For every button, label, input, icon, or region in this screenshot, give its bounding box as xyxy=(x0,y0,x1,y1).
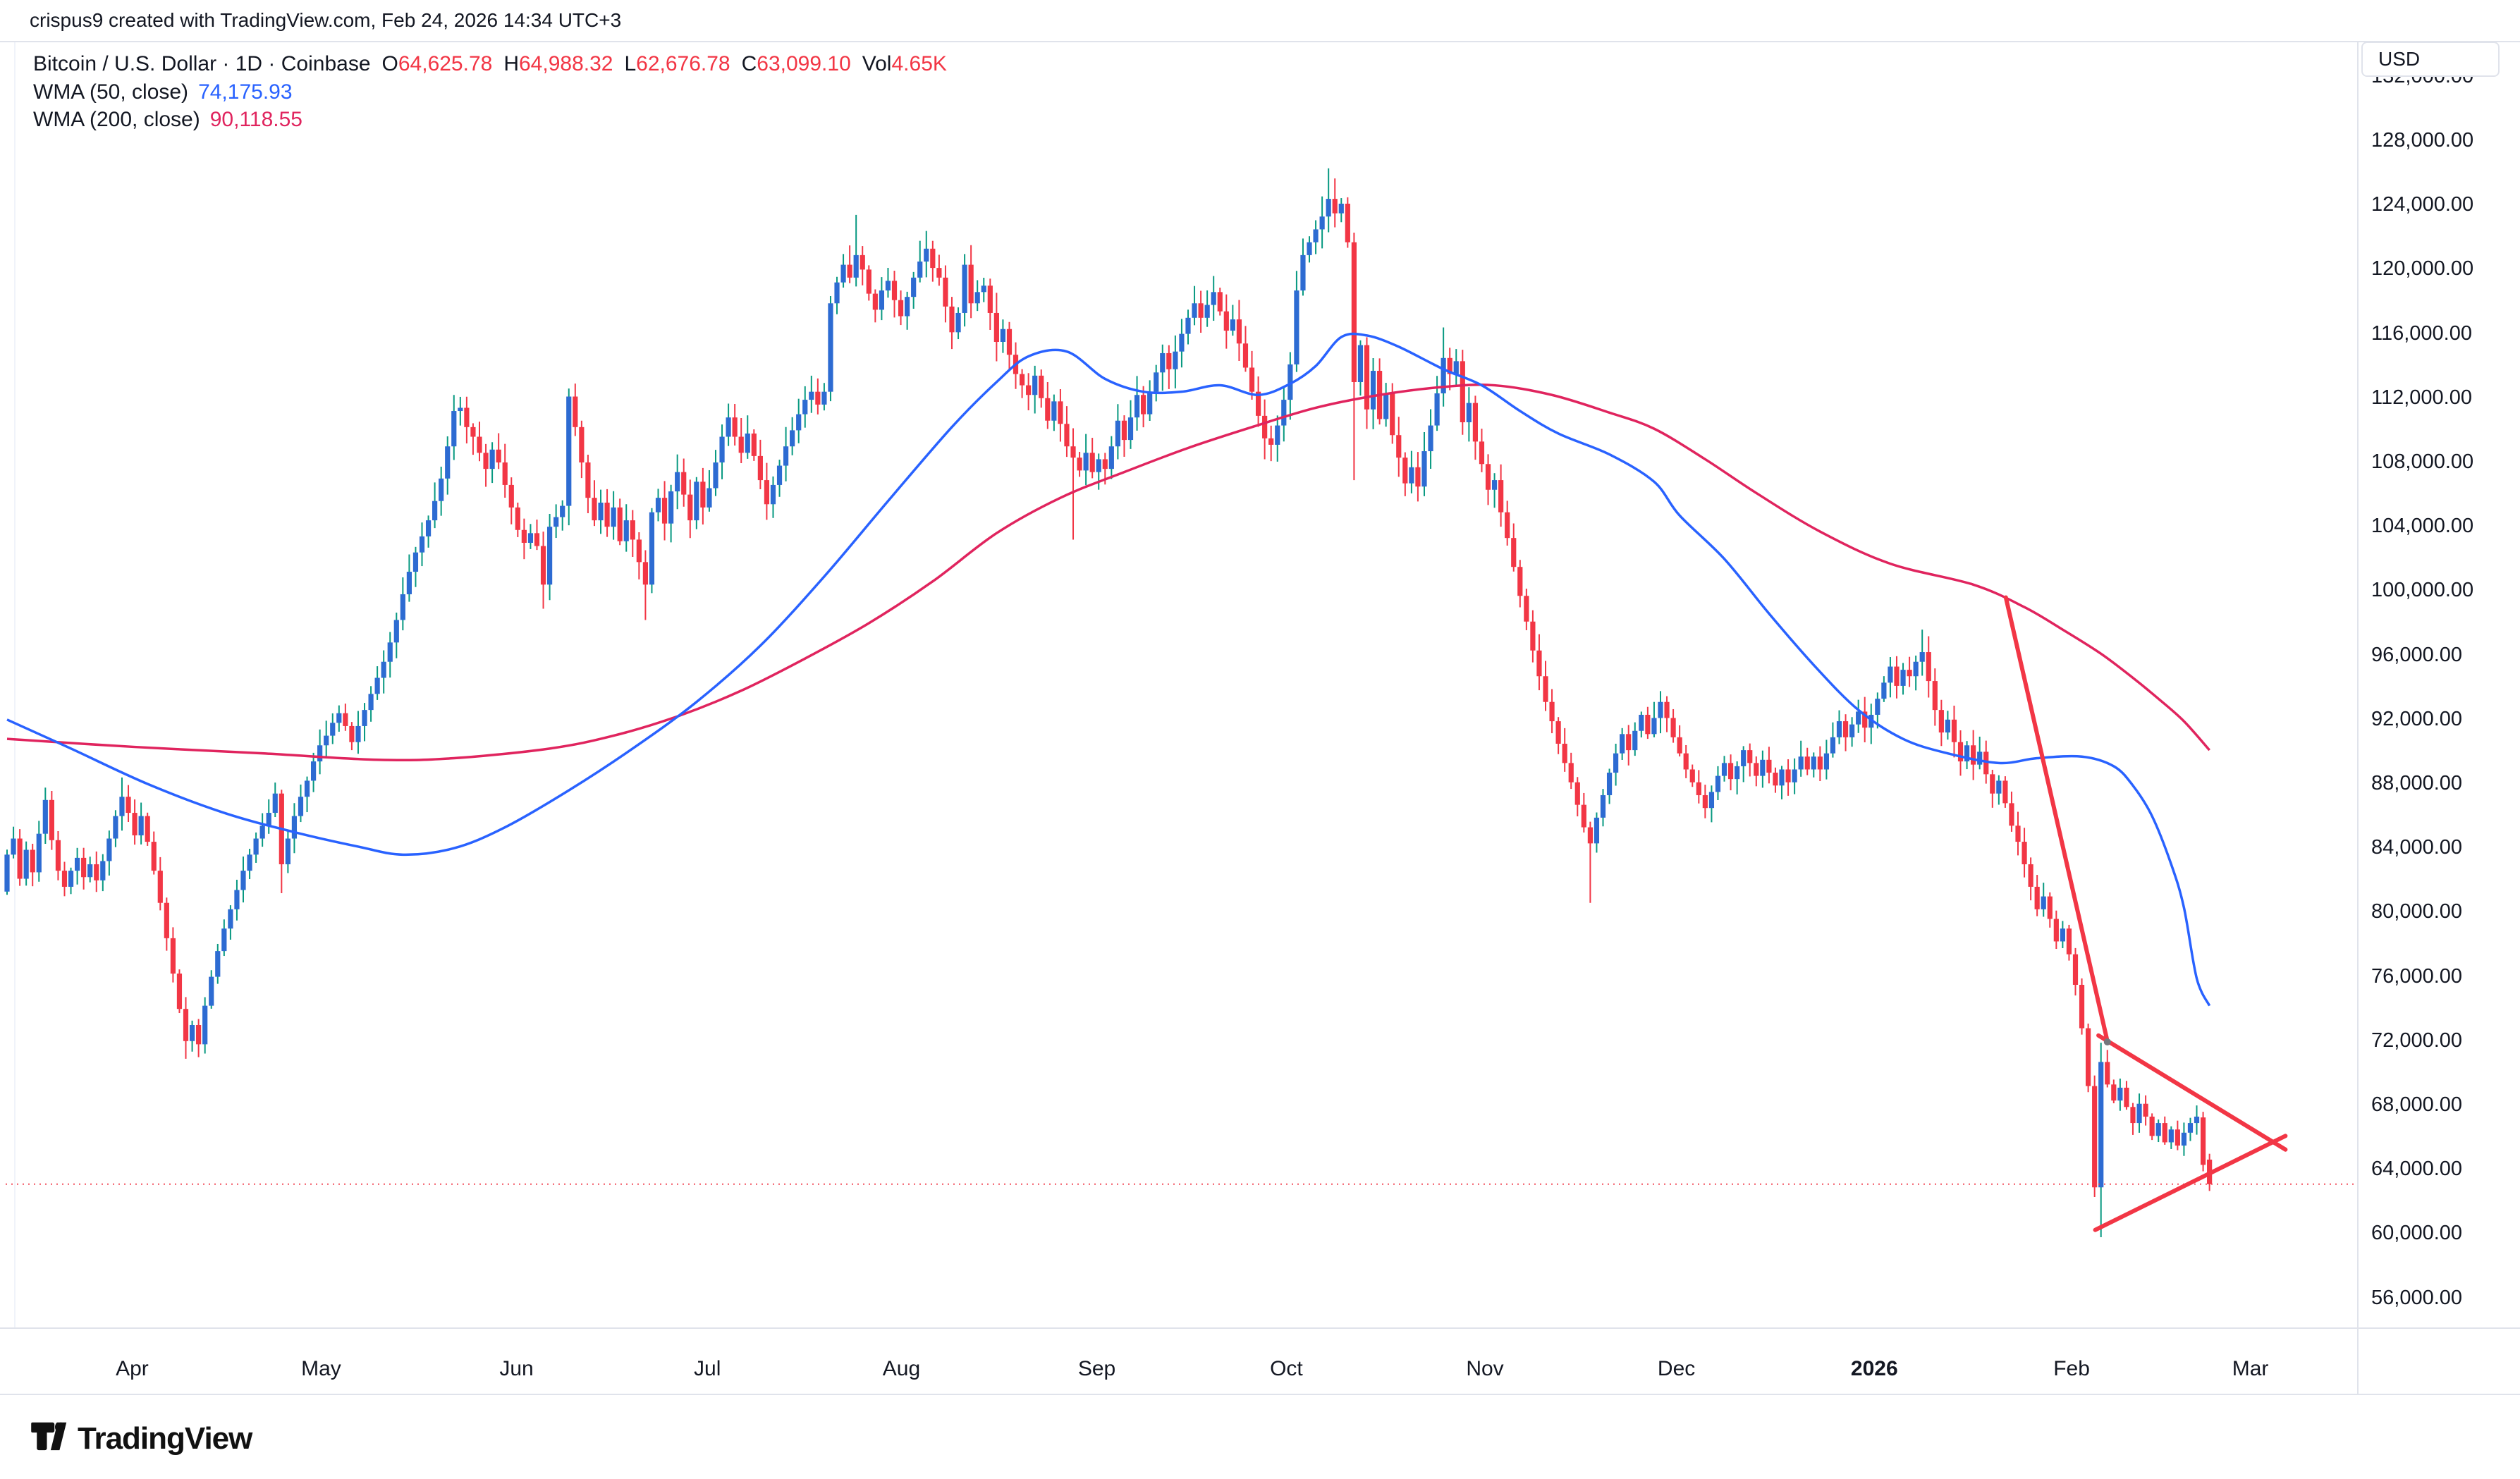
price-tick-label: 72,000.00 xyxy=(2371,1029,2463,1052)
price-tick-label: 124,000.00 xyxy=(2371,193,2474,216)
wma200-line[interactable] xyxy=(6,383,2210,762)
candlestick-series xyxy=(4,168,2213,1237)
time-tick-label-apr: Apr xyxy=(116,1357,149,1380)
price-tick-label: 64,000.00 xyxy=(2371,1158,2463,1181)
ohlc-key: Vol xyxy=(862,52,892,75)
drawing-anchor-dot[interactable] xyxy=(2103,1038,2111,1045)
ohlc-value: 64,625.78 xyxy=(398,52,493,75)
plot-bottom-border xyxy=(0,1327,2520,1329)
wma200-value: 90,118.55 xyxy=(209,108,302,131)
ohlc-value: 4.65K xyxy=(891,52,947,75)
time-tick-label-feb: Feb xyxy=(2053,1357,2090,1380)
price-tick-label: 56,000.00 xyxy=(2371,1286,2463,1309)
time-tick-label-nov: Nov xyxy=(1466,1357,1504,1380)
header-separator xyxy=(0,41,2520,42)
symbol-title[interactable]: Bitcoin / U.S. Dollar · 1D · Coinbase xyxy=(33,52,371,75)
wma50-value: 74,175.93 xyxy=(198,80,293,104)
drawn-trendline[interactable] xyxy=(2003,595,2110,1043)
tradingview-logo-icon xyxy=(31,1422,67,1451)
time-tick-label-aug: Aug xyxy=(882,1357,921,1380)
price-tick-label: 108,000.00 xyxy=(2371,450,2474,473)
time-tick-label-2026: 2026 xyxy=(1850,1357,1898,1380)
price-tick-label: 112,000.00 xyxy=(2371,386,2472,409)
ohlc-key: H xyxy=(503,52,519,75)
price-tick-label: 60,000.00 xyxy=(2371,1222,2463,1245)
price-tick-label: 116,000.00 xyxy=(2371,321,2472,345)
indicator-row-wma50[interactable]: WMA (50, close) 74,175.93 xyxy=(33,79,293,106)
price-tick-label: 88,000.00 xyxy=(2371,772,2463,794)
triangle-upper-line[interactable] xyxy=(2096,1033,2288,1152)
wma200-label: WMA (200, close) xyxy=(33,108,200,131)
price-tick-label: 68,000.00 xyxy=(2371,1093,2463,1116)
price-tick-label: 76,000.00 xyxy=(2371,964,2463,988)
ohlc-value: 63,099.10 xyxy=(757,52,851,75)
month-gridline xyxy=(14,42,16,1327)
wma50-label: WMA (50, close) xyxy=(33,80,189,104)
ohlc-key: L xyxy=(624,52,637,75)
currency-button[interactable]: USD xyxy=(2361,42,2500,77)
price-tick-label: 80,000.00 xyxy=(2371,900,2463,923)
price-tick-label: 84,000.00 xyxy=(2371,836,2463,859)
price-axis-border xyxy=(2357,41,2359,1395)
time-tick-label-oct: Oct xyxy=(1270,1357,1303,1380)
tradingview-logo[interactable]: TradingView xyxy=(31,1421,252,1456)
price-tick-label: 128,000.00 xyxy=(2371,129,2474,152)
time-tick-label-may: May xyxy=(301,1357,341,1380)
attribution-bar: crispus9 created with TradingView.com, F… xyxy=(0,0,2520,41)
time-tick-label-jun: Jun xyxy=(499,1357,534,1380)
time-tick-label-mar: Mar xyxy=(2232,1357,2269,1380)
ohlc-value: 62,676.78 xyxy=(636,52,730,75)
triangle-lower-line[interactable] xyxy=(2093,1134,2288,1232)
price-tick-label: 120,000.00 xyxy=(2371,257,2474,281)
attribution-text: crispus9 created with TradingView.com, F… xyxy=(30,9,622,31)
ohlc-values: O64,625.78 H64,988.32 L62,676.78 C63,099.10… xyxy=(371,52,947,75)
time-tick-label-sep: Sep xyxy=(1077,1357,1116,1380)
tradingview-logo-text: TradingView xyxy=(78,1421,252,1456)
ohlc-key: C xyxy=(741,52,757,75)
time-axis-border xyxy=(0,1394,2520,1395)
time-tick-label-jul: Jul xyxy=(694,1357,721,1380)
indicator-row-wma200[interactable]: WMA (200, close) 90,118.55 xyxy=(33,106,302,133)
price-tick-label: 96,000.00 xyxy=(2371,643,2463,666)
price-tick-label: 104,000.00 xyxy=(2371,515,2474,538)
time-tick-label-dec: Dec xyxy=(1657,1357,1696,1380)
symbol-row: Bitcoin / U.S. Dollar · 1D · Coinbase O64… xyxy=(33,51,947,78)
ohlc-key: O xyxy=(381,52,398,75)
wma50-line[interactable] xyxy=(6,332,2211,1007)
ohlc-value: 64,988.32 xyxy=(519,52,613,75)
price-tick-label: 100,000.00 xyxy=(2371,579,2474,602)
price-tick-label: 92,000.00 xyxy=(2371,707,2463,730)
